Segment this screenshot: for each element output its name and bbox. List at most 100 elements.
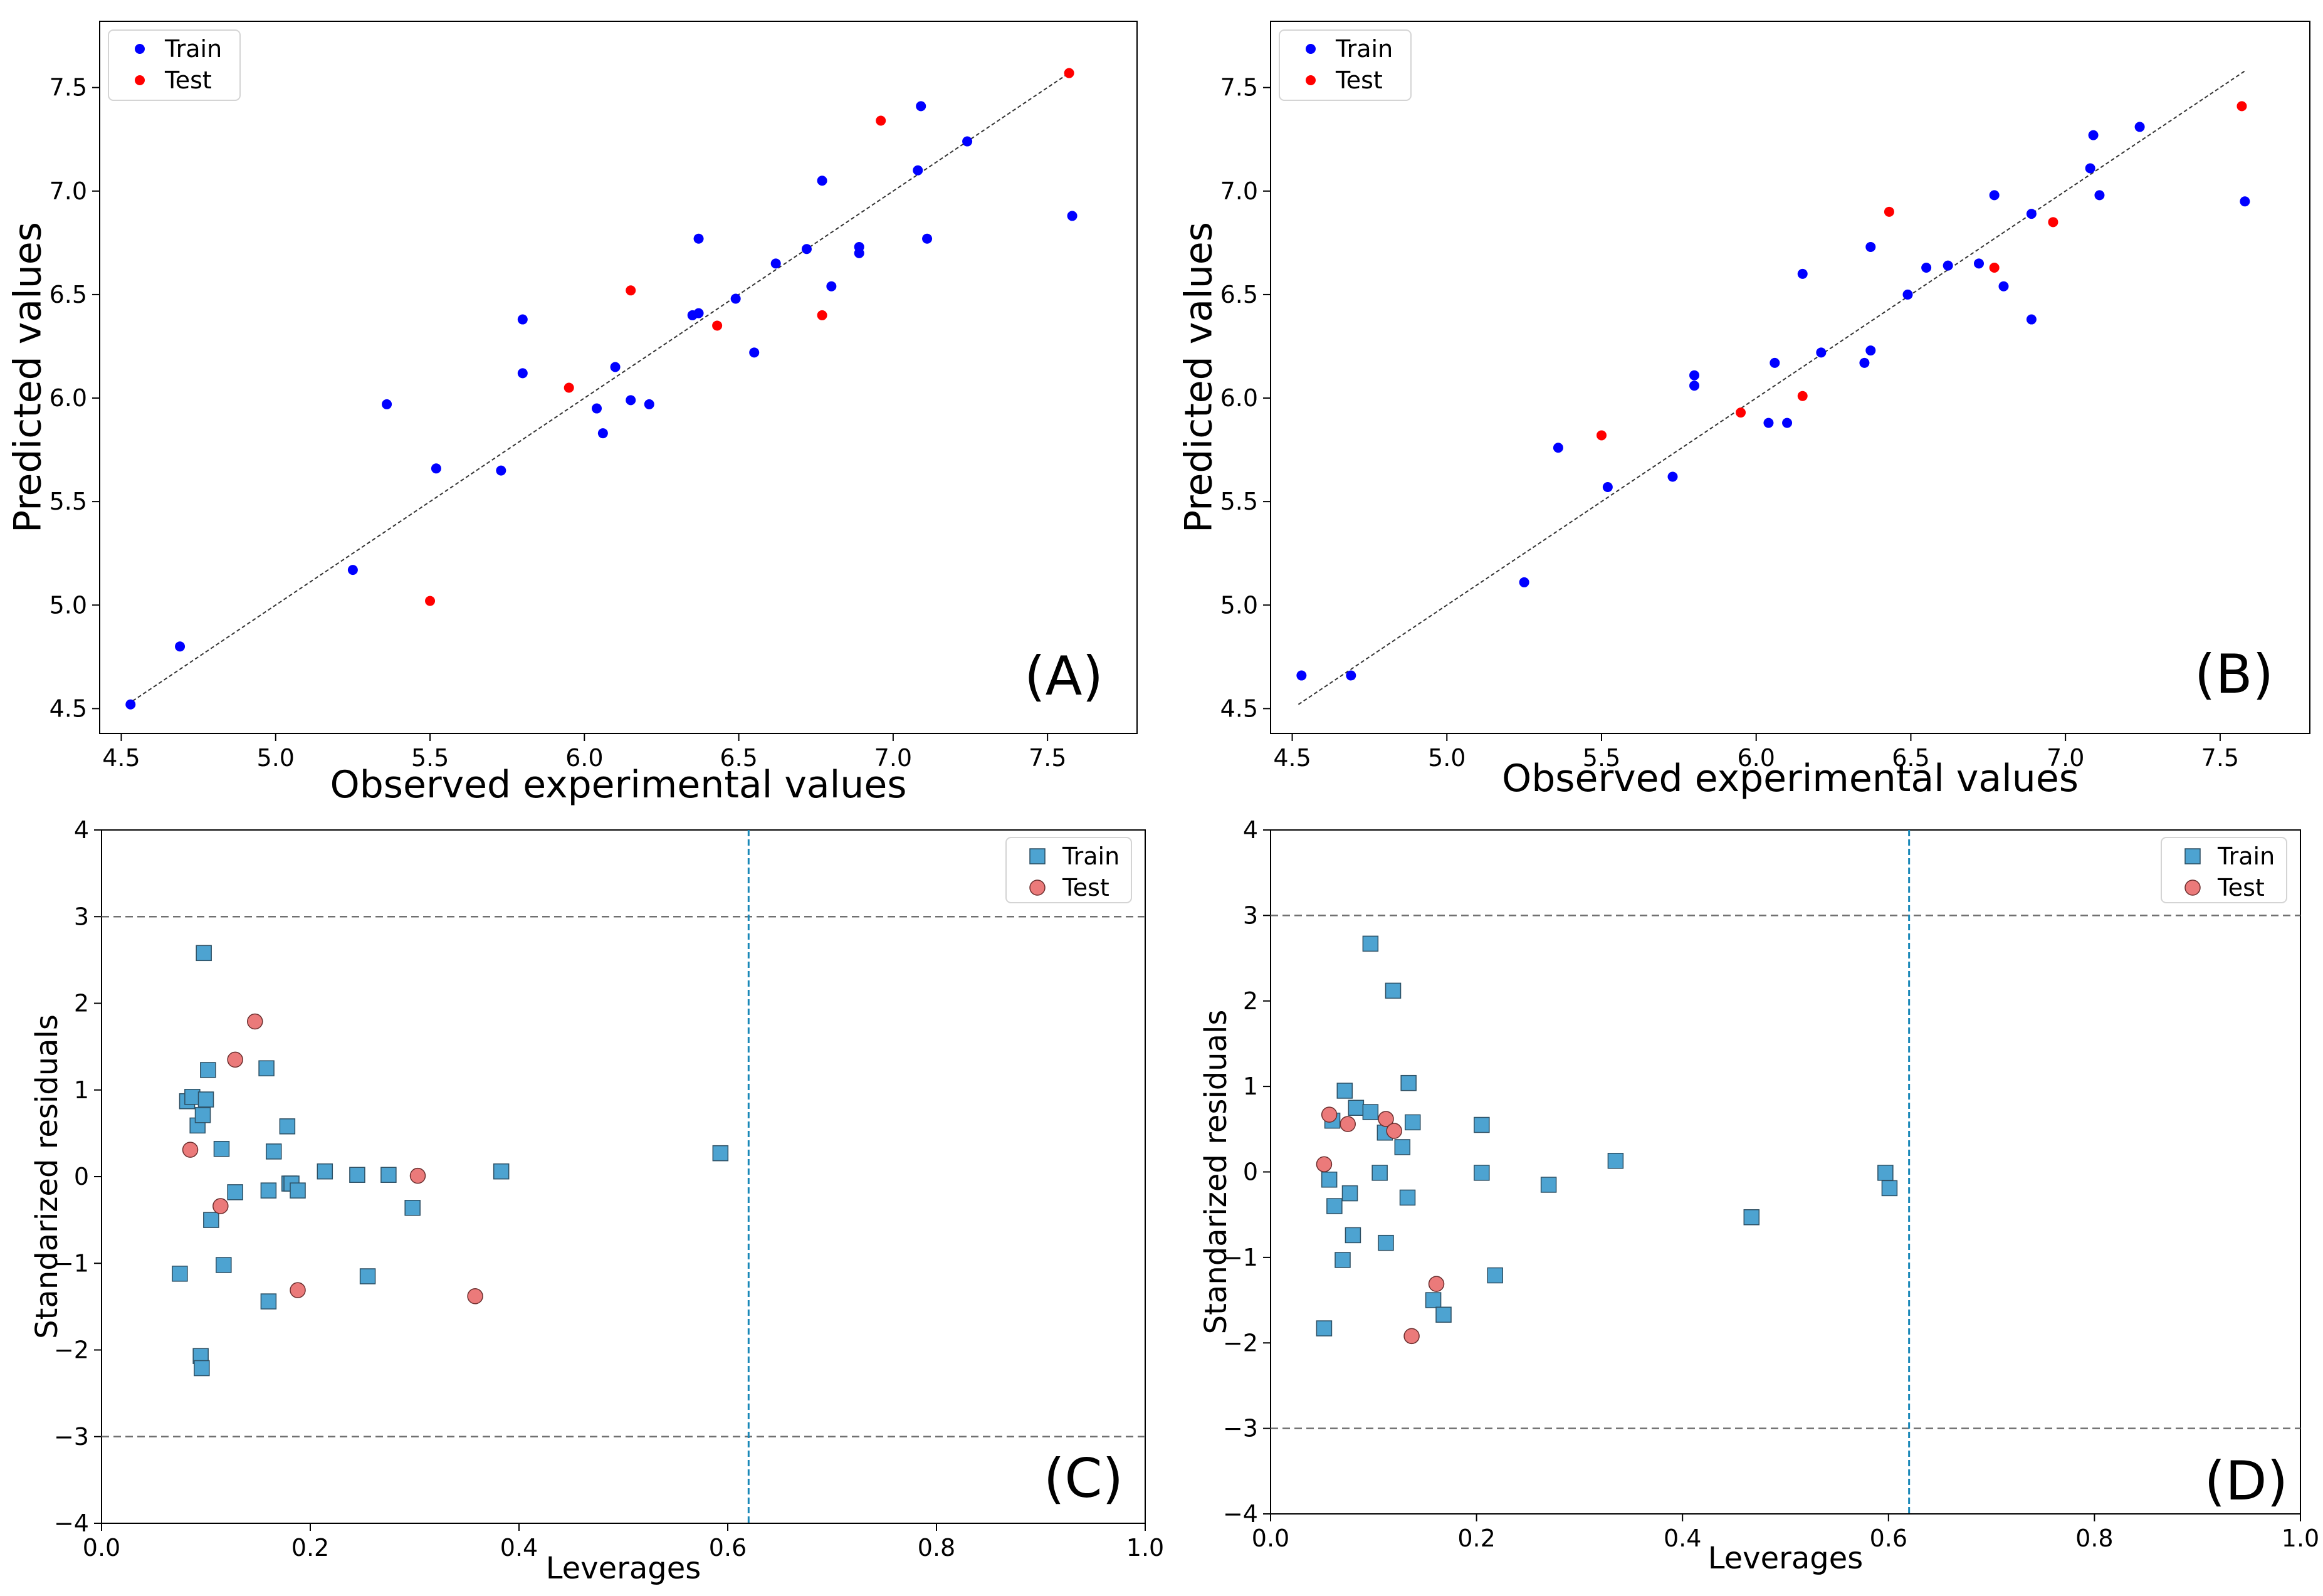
x-tick-label: 0.0 [83, 1534, 120, 1562]
train-point [213, 1141, 230, 1157]
x-tick-label: 1.0 [1126, 1534, 1164, 1562]
legend-marker-train [1029, 848, 1046, 864]
legend-marker-test [2184, 879, 2201, 896]
data-points [172, 945, 729, 1377]
train-point [1989, 190, 2000, 201]
train-point [2026, 314, 2037, 325]
train-point [2240, 196, 2250, 207]
test-point [467, 1288, 483, 1305]
test-point [1884, 206, 1894, 217]
train-point [359, 1268, 376, 1284]
x-axis-label: Observed experimental values [330, 763, 906, 807]
train-point [184, 1089, 201, 1105]
y-tick-label: 2 [74, 990, 89, 1017]
x-tick-label: 5.0 [1428, 744, 1466, 772]
train-point [2085, 163, 2095, 174]
train-point [382, 399, 392, 409]
train-point [693, 233, 704, 244]
y-tick-label: −4 [1223, 1500, 1258, 1528]
legend-label-train: Train [2217, 843, 2275, 870]
test-point [2048, 217, 2058, 228]
test-point [425, 596, 436, 606]
x-axis-label: Observed experimental values [1502, 757, 2079, 801]
train-point [2134, 122, 2145, 132]
train-point [1067, 211, 1078, 221]
train-point [1540, 1177, 1557, 1193]
plot-frame [101, 829, 1146, 1524]
y-tick-label: 5.0 [50, 591, 87, 619]
train-point [2088, 130, 2099, 140]
x-tick-label: 4.5 [102, 744, 140, 772]
x-tick-label: 7.5 [2201, 744, 2239, 772]
train-point [770, 258, 781, 269]
x-tick-label: 0.4 [500, 1534, 538, 1562]
test-point [212, 1198, 229, 1214]
train-point [913, 165, 923, 176]
y-tick-label: 7.5 [1220, 74, 1258, 102]
train-point [644, 399, 654, 409]
train-point [279, 1118, 296, 1135]
train-point [592, 403, 602, 414]
legend: Train Test [2161, 837, 2287, 903]
x-tick-label: 0.6 [1870, 1525, 1907, 1552]
test-point [1378, 1111, 1394, 1127]
test-point [1316, 1156, 1333, 1172]
x-tick-label: 5.5 [411, 744, 449, 772]
train-point [1362, 1104, 1379, 1120]
train-point [1877, 1165, 1894, 1181]
legend: Train Test [108, 29, 241, 101]
train-point [1667, 471, 1678, 482]
y-tick-label: 6.0 [1220, 384, 1258, 412]
train-point [1607, 1153, 1624, 1169]
legend-label-train: Train [1062, 843, 1120, 870]
y-axis-label: Predicted values [1177, 222, 1221, 533]
x-tick-label: 1.0 [2282, 1525, 2319, 1552]
legend-label-train: Train [164, 35, 222, 63]
plot-frame [1270, 829, 2301, 1515]
test-point [1386, 1123, 1402, 1139]
train-point [175, 641, 186, 652]
x-tick-label: 0.2 [291, 1534, 329, 1562]
test-point [409, 1167, 426, 1184]
train-point [1859, 357, 1870, 368]
test-point [290, 1282, 306, 1298]
y-axis-label: Standarized residuals [29, 1014, 65, 1339]
test-point [1797, 391, 1808, 401]
train-point [1602, 482, 1613, 493]
train-point [1378, 1234, 1394, 1251]
x-tick-label: 6.0 [1738, 744, 1775, 772]
train-point [172, 1266, 188, 1282]
train-point [1371, 1165, 1388, 1181]
y-tick-label: 5.0 [1220, 591, 1258, 619]
train-point [2094, 190, 2105, 201]
y-tick-label: 0 [1243, 1158, 1258, 1186]
train-point [1296, 670, 1307, 681]
y-tick-label: 3 [74, 903, 89, 930]
test-point [227, 1051, 243, 1068]
y-tick-label: 6.5 [1220, 281, 1258, 308]
y-tick-label: 3 [1243, 901, 1258, 929]
y-tick-label: −1 [1223, 1244, 1258, 1271]
train-point [290, 1182, 306, 1199]
train-point [1770, 357, 1780, 368]
train-point [517, 368, 528, 379]
train-point [962, 136, 973, 147]
train-point [1743, 1209, 1760, 1226]
y-tick-label: 5.5 [50, 488, 87, 515]
train-point [712, 1145, 729, 1162]
train-point [227, 1184, 243, 1200]
y-axis-label: Standarized residuals [1198, 1010, 1234, 1335]
train-point [854, 241, 864, 252]
train-point [1943, 260, 1953, 271]
y-tick-label: 4 [1243, 816, 1258, 844]
y-tick-label: 4.5 [1220, 695, 1258, 722]
train-point [260, 1182, 277, 1199]
train-point [197, 1091, 214, 1108]
panel-label: (A) [1024, 645, 1103, 708]
legend-marker-train [1306, 44, 1316, 54]
train-point [730, 293, 741, 304]
train-point [1553, 443, 1563, 453]
train-point [216, 1257, 232, 1273]
panel-label: (D) [2205, 1450, 2288, 1513]
chart-panel-3: 0.0 0.2 0.4 0.6 0.8 1.0 4 3 2 1 0 −1 −2 −3 −4 Leverages… [29, 816, 1164, 1586]
